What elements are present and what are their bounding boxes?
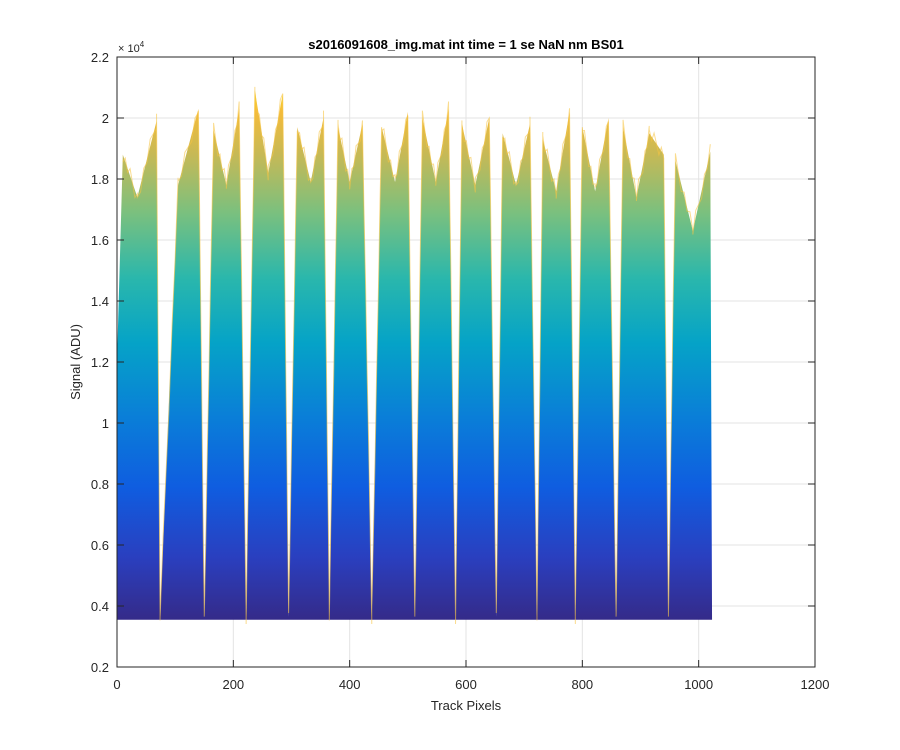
y-tick-label: 0.6 — [91, 538, 109, 553]
y-tick-label: 1.8 — [91, 172, 109, 187]
y-tick-label: 0.2 — [91, 660, 109, 675]
ticks — [116, 56, 816, 668]
x-tick-label: 400 — [339, 677, 361, 692]
y-tick-label: 1.2 — [91, 355, 109, 370]
y-tick-label: 1.4 — [91, 294, 109, 309]
y-tick-label: 0.4 — [91, 599, 109, 614]
y-tick-label: 2.2 — [91, 50, 109, 65]
x-tick-label: 1200 — [801, 677, 830, 692]
signal-area — [117, 90, 713, 620]
x-tick-label: 0 — [113, 677, 120, 692]
signal-envelope — [122, 86, 711, 625]
x-tick-labels: 0 200 400 600 800 1000 1200 — [113, 677, 829, 692]
y-tick-labels: 0.2 0.4 0.6 0.8 1 1.2 1.4 1.6 1.8 2 2.2 — [91, 50, 109, 675]
x-tick-label: 200 — [222, 677, 244, 692]
chart-title: s2016091608_img.mat int time = 1 se NaN … — [308, 37, 623, 52]
y-tick-label: 1.6 — [91, 233, 109, 248]
x-axis-label: Track Pixels — [431, 698, 502, 713]
y-axis-label: Signal (ADU) — [68, 324, 83, 400]
x-tick-label: 1000 — [684, 677, 713, 692]
y-tick-label: 1 — [102, 416, 109, 431]
data-layer — [117, 86, 713, 625]
x-tick-label: 600 — [455, 677, 477, 692]
y-tick-label: 0.8 — [91, 477, 109, 492]
y-exponent-label: × 104 — [118, 40, 145, 55]
x-tick-label: 800 — [571, 677, 593, 692]
y-tick-label: 2 — [102, 111, 109, 126]
